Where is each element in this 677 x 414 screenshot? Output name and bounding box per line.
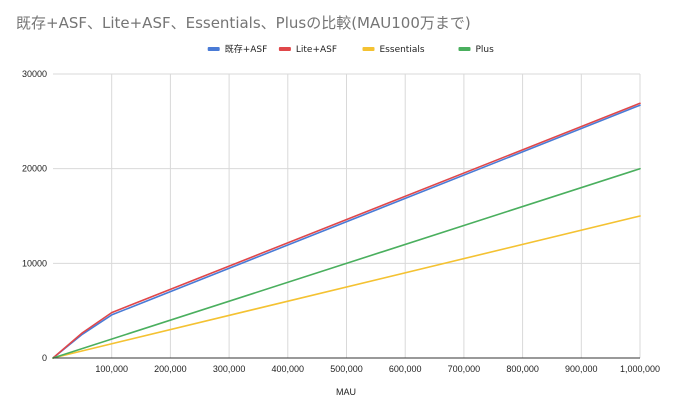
x-tick-label: 1,000,000 [620,364,660,374]
y-tick-label: 0 [42,353,47,363]
gridlines [53,73,641,358]
legend-label: 既存+ASF [225,43,268,55]
y-tick-label: 20000 [22,164,47,174]
x-tick-label: 500,000 [330,364,363,374]
series-line [52,167,641,359]
tick-labels: 0 10000 20000 30000 100,000 200,000 300,000 400… [22,69,660,374]
legend-swatch [458,47,471,51]
x-tick-label: 600,000 [389,364,422,374]
legend-swatch [278,47,291,51]
legend-label: Plus [476,45,495,55]
x-axis-label: MAU [336,387,356,397]
y-tick-label: 30000 [22,69,47,79]
legend-label: Essentials [380,45,425,55]
x-tick-label: 800,000 [506,364,539,374]
x-tick-label: 400,000 [272,364,305,374]
series-line [52,215,641,359]
y-tick-label: 10000 [22,258,47,268]
legend: 既存+ASF Lite+ASF Essentials Plus [207,43,495,55]
chart-title: 既存+ASF、Lite+ASF、Essentials、Plusの比較(MAU10… [16,14,471,32]
series-line [52,102,641,359]
x-tick-label: 700,000 [448,364,481,374]
x-tick-label: 100,000 [95,364,128,374]
series-lines [52,102,641,359]
x-tick-label: 900,000 [565,364,598,374]
x-tick-label: 300,000 [213,364,246,374]
x-tick-label: 200,000 [154,364,187,374]
legend-swatch [207,47,220,51]
legend-label: Lite+ASF [296,45,337,55]
legend-swatch [362,47,375,51]
